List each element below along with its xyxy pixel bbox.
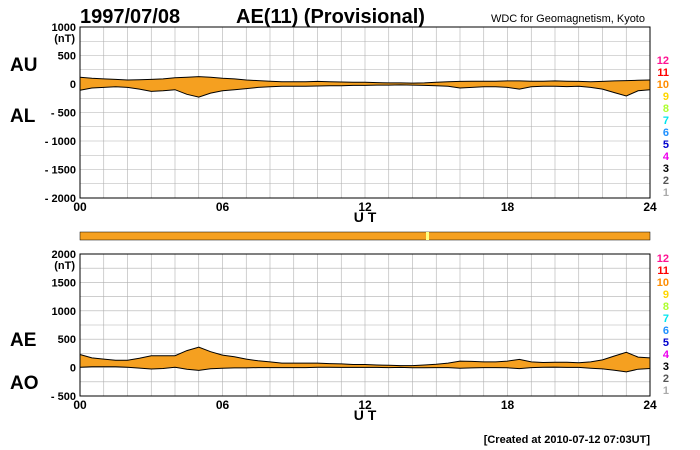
au-al-band-fill	[80, 76, 650, 98]
station-count-label: 2	[663, 373, 669, 385]
ae-series-label: AE	[10, 330, 36, 351]
ae-ao-x-tick-label: 00	[73, 398, 87, 412]
station-count-label: 12	[657, 55, 669, 67]
au-al-y-ticks: 1000 500 0 - 500 - 1000 - 1500 - 2000	[45, 22, 76, 205]
station-count-label: 6	[663, 127, 669, 139]
ae-ao-y-unit: (nT)	[54, 260, 75, 272]
ae-ao-areas	[79, 346, 651, 373]
ae-ao-y-tick-label: - 500	[51, 391, 76, 403]
station-count-label: 3	[663, 361, 669, 373]
station-count-label: 9	[663, 91, 669, 103]
station-count-label: 1	[663, 385, 669, 397]
au-al-areas	[79, 76, 651, 98]
data-status-bar	[79, 231, 651, 241]
station-count-label: 8	[663, 103, 669, 115]
station-count-label: 10	[657, 277, 669, 289]
date-label: 1997/07/08	[80, 6, 180, 28]
au-al-x-tick-label: 18	[501, 200, 515, 214]
au-al-x-tick-label: 12	[358, 200, 372, 214]
au-al-y-tick-label: - 1500	[45, 165, 76, 177]
ae-ao-y-ticks: 2000 1500 1000 500 0 - 500	[51, 249, 76, 403]
station-count-label: 10	[657, 79, 669, 91]
station-count-label: 1	[663, 187, 669, 199]
au-al-y-tick-label: - 1000	[45, 136, 76, 148]
au-al-y-tick-label: - 500	[51, 108, 76, 120]
au-al-frame	[79, 26, 651, 199]
ae-ao-x-label: U T	[354, 407, 377, 423]
station-count-label: 11	[657, 265, 669, 277]
au-al-x-ticks: 00 06 12 18 24	[73, 200, 657, 214]
station-count-label: 9	[663, 289, 669, 301]
ae-ao-x-tick-label: 12	[358, 398, 372, 412]
station-count-label: 5	[663, 337, 669, 349]
ae-ao-y-tick-label: 500	[58, 334, 76, 346]
station-count-label: 5	[663, 139, 669, 151]
au-al-y-tick-label: 0	[70, 79, 76, 91]
source-label: WDC for Geomagnetism, Kyoto	[491, 13, 645, 25]
au-al-grid	[80, 27, 650, 198]
chart-title: AE(11) (Provisional)	[236, 6, 425, 28]
ao-series-label: AO	[10, 373, 39, 394]
station-count-label: 11	[657, 67, 669, 79]
data-status-gap	[426, 232, 429, 240]
station-count-label: 12	[657, 253, 669, 265]
ae-ao-y-tick-label: 1000	[52, 306, 76, 318]
ae-ao-y-tick-label: 2000	[52, 249, 76, 261]
ae-ao-grid	[80, 254, 650, 396]
au-al-y-tick-label: 1000	[52, 22, 76, 34]
au-series-label: AU	[10, 55, 37, 76]
au-al-y-tick-label: - 2000	[45, 193, 76, 205]
ae-ao-x-tick-label: 18	[501, 398, 515, 412]
ae-ao-band-fill	[80, 347, 650, 372]
au-al-x-label: U T	[354, 209, 377, 225]
station-count-label: 7	[663, 313, 669, 325]
ae-ao-x-ticks: 00 06 12 18 24	[73, 398, 657, 412]
station-count-label: 3	[663, 163, 669, 175]
station-count-label: 8	[663, 301, 669, 313]
au-al-x-tick-label: 06	[216, 200, 230, 214]
station-count-label: 4	[663, 349, 670, 361]
station-count-label: 4	[663, 151, 670, 163]
au-al-y-tick-label: 500	[58, 51, 76, 63]
station-count-label: 7	[663, 115, 669, 127]
al-series-label: AL	[10, 106, 36, 127]
ae-ao-frame	[79, 253, 651, 397]
station-count-label: 6	[663, 325, 669, 337]
ae-series-line	[79, 346, 651, 367]
au-al-x-tick-label: 24	[643, 200, 657, 214]
created-timestamp: [Created at 2010-07-12 07:03UT]	[484, 434, 651, 446]
ae-ao-y-tick-label: 0	[70, 363, 76, 375]
ae-ao-x-tick-label: 06	[216, 398, 230, 412]
au-al-y-unit: (nT)	[54, 33, 75, 45]
au-al-x-tick-label: 00	[73, 200, 87, 214]
au-series-line	[79, 76, 651, 84]
ao-series-line	[79, 366, 651, 373]
al-series-line	[79, 84, 651, 98]
ae-ao-x-tick-label: 24	[643, 398, 657, 412]
station-count-label: 2	[663, 175, 669, 187]
ae-ao-y-tick-label: 1500	[52, 277, 76, 289]
